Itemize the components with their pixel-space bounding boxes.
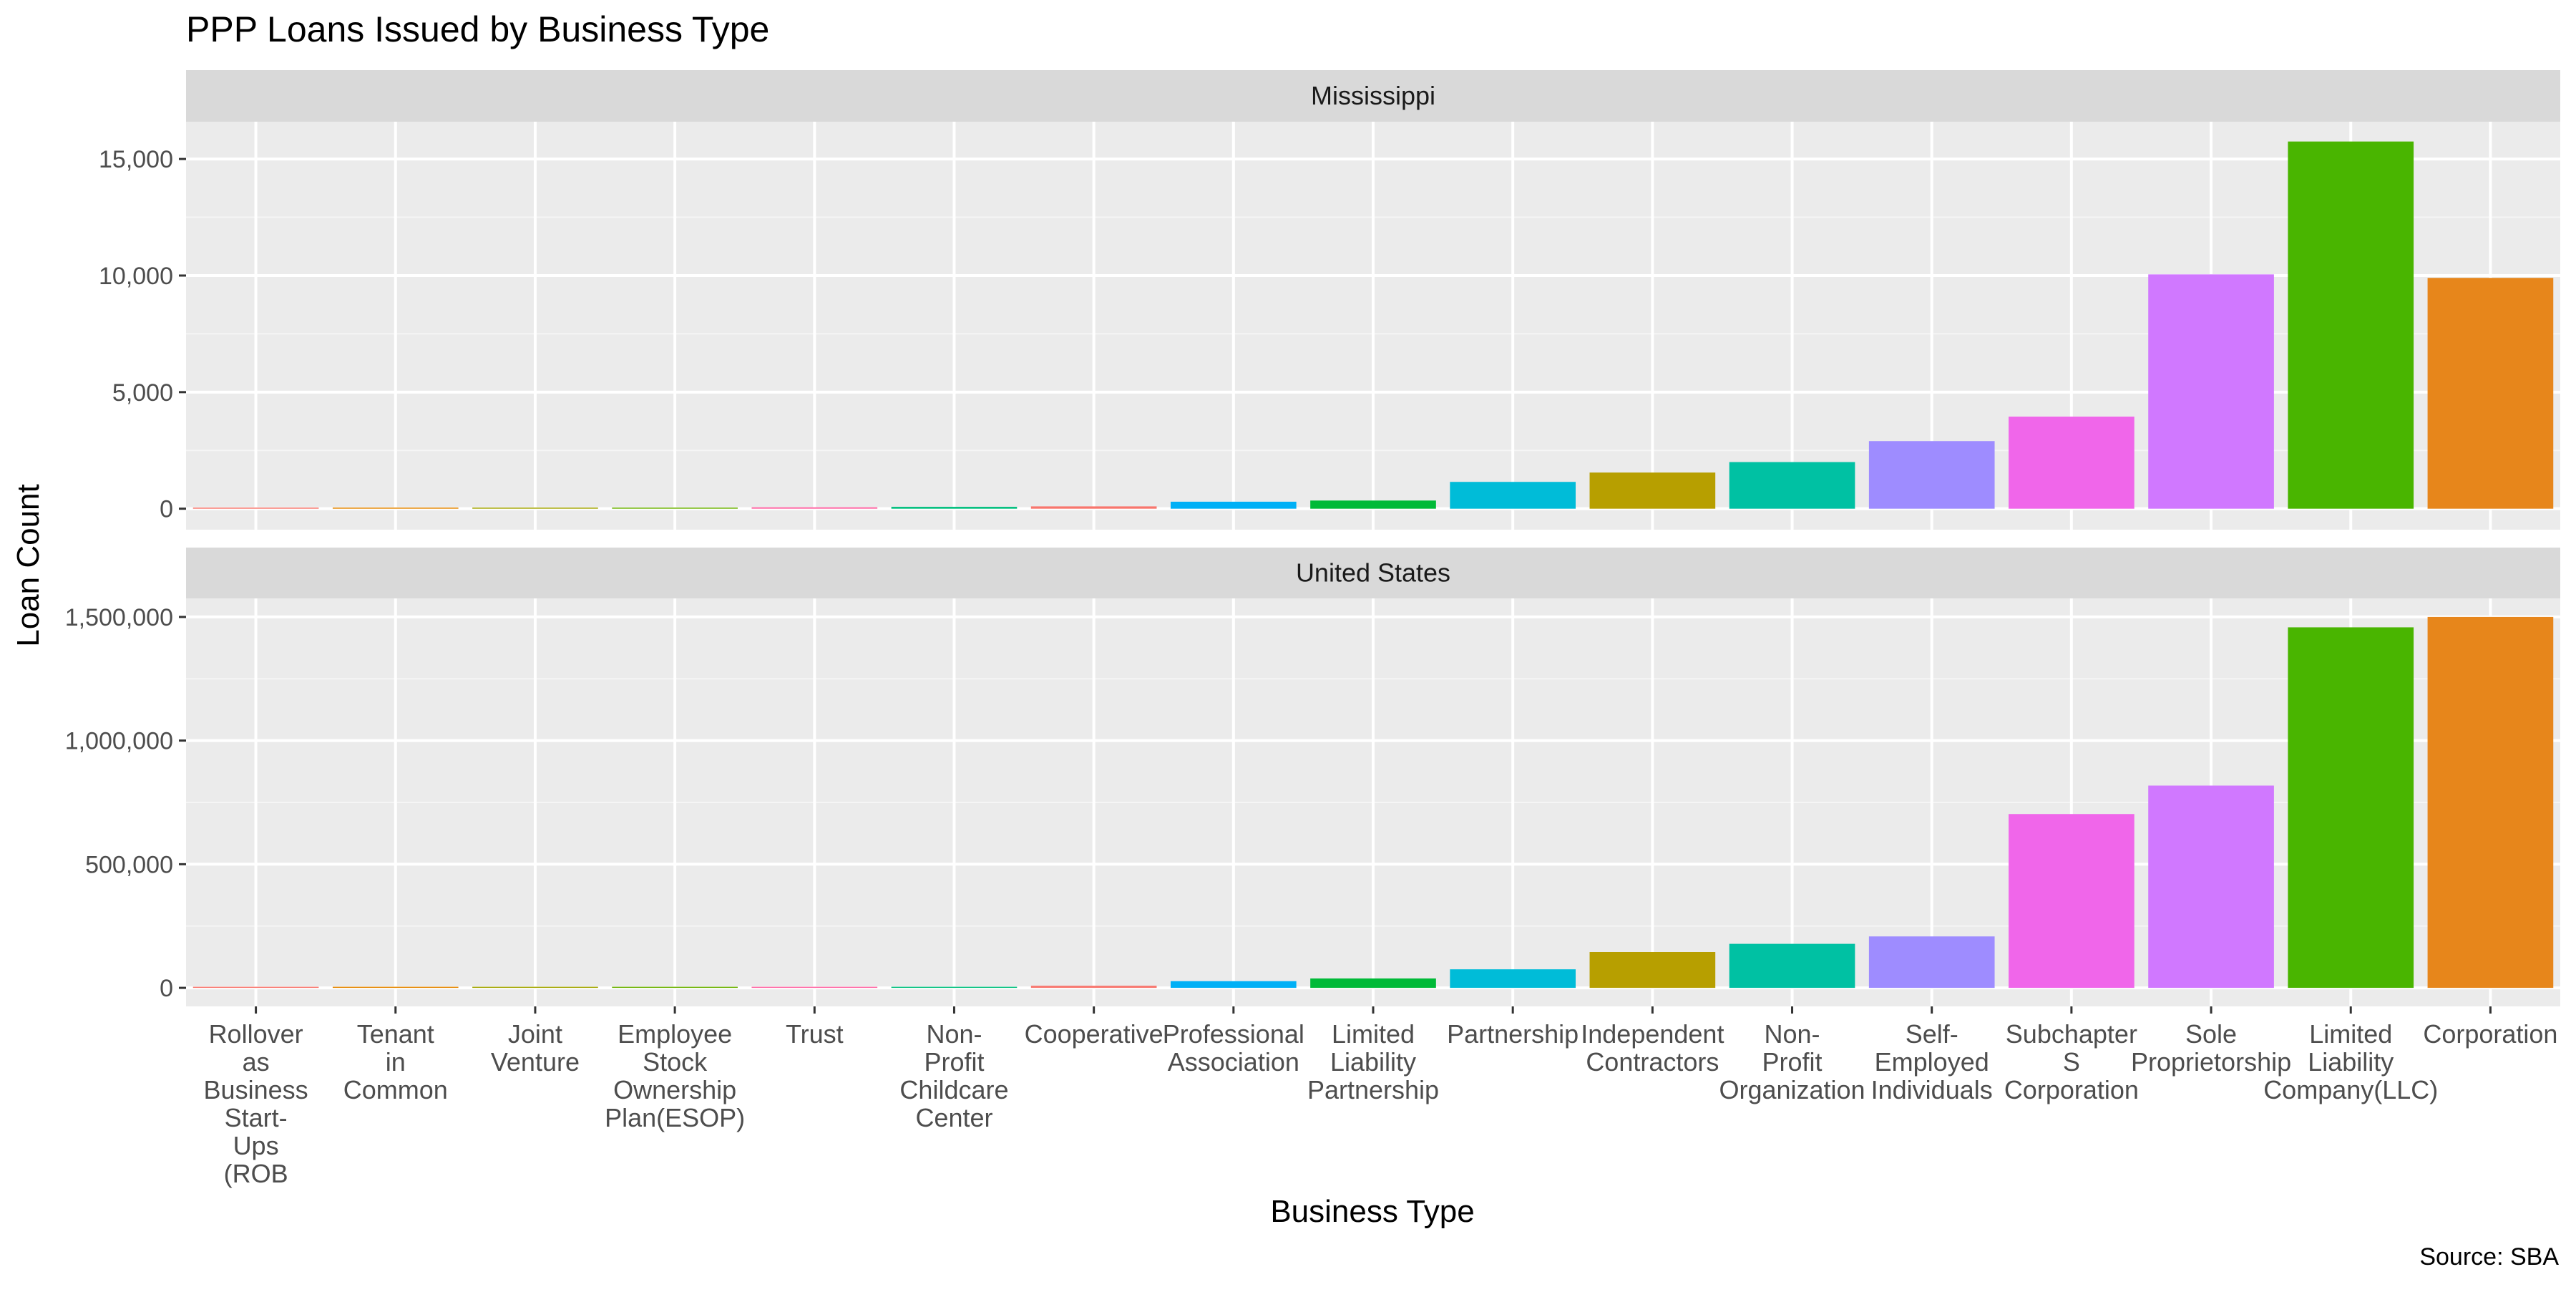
x-tick-label: Tenant in Common xyxy=(343,1019,448,1104)
bar xyxy=(1030,986,1157,989)
bar xyxy=(751,986,878,989)
bar xyxy=(1450,969,1576,989)
y-tick-label: 15,000 xyxy=(99,146,173,173)
x-tick-label: Rollover as Business Start-Ups (ROB xyxy=(204,1019,308,1188)
y-tick-label: 0 xyxy=(160,496,173,523)
bar xyxy=(472,986,598,989)
bar xyxy=(1729,943,1855,989)
bar xyxy=(1170,501,1297,509)
facet-strip-label: Mississippi xyxy=(1311,81,1435,110)
facet-strip-label: United States xyxy=(1296,558,1450,588)
facet-strip xyxy=(186,548,2560,598)
bar xyxy=(1310,500,1436,509)
y-tick-label: 0 xyxy=(160,975,173,1002)
panel-1: United States 0 500,000 1,000,000 1,500,000 xyxy=(65,548,2560,1006)
bar xyxy=(1310,978,1436,989)
bar xyxy=(1589,952,1716,989)
x-tick-label: Sole Proprietorship xyxy=(2131,1019,2291,1077)
x-tick-label: Non-Profit Organization xyxy=(1719,1019,1865,1104)
bar xyxy=(2427,616,2554,989)
bar xyxy=(2288,627,2414,989)
y-tick-label: 1,500,000 xyxy=(65,604,173,631)
panel-0: Mississippi 0 5,000 10,000 15,000 xyxy=(99,70,2560,530)
x-tick-label: Employee Stock Ownership Plan(ESOP) xyxy=(605,1019,745,1132)
bar xyxy=(1868,936,1995,989)
bar xyxy=(612,986,738,989)
x-tick-label: Trust xyxy=(786,1019,844,1049)
bar xyxy=(751,507,878,509)
bar xyxy=(2427,278,2554,509)
bar xyxy=(1030,506,1157,509)
bar xyxy=(2009,814,2135,989)
bar xyxy=(192,507,319,509)
bar xyxy=(1868,441,1995,509)
bar xyxy=(2009,417,2135,509)
panels: Mississippi 0 5,000 10,000 15,000 United Stat… xyxy=(65,70,2560,1006)
source-caption: Source: SBA xyxy=(2419,1243,2559,1271)
x-tick-label: Limited Liability Company(LLC) xyxy=(2263,1019,2438,1104)
y-axis-title: Loan Count xyxy=(11,484,46,647)
bar xyxy=(1729,462,1855,509)
x-tick-label: Joint Venture xyxy=(491,1019,580,1077)
x-axis-title: Business Type xyxy=(1270,1194,1474,1229)
x-tick-label: Non-Profit Childcare Center xyxy=(899,1019,1008,1132)
y-tick-label: 500,000 xyxy=(85,851,173,878)
x-tick-label: Self-Employed Individuals xyxy=(1871,1019,1993,1104)
x-tick-label: Corporation xyxy=(2423,1019,2557,1049)
x-tick-label: Partnership xyxy=(1447,1019,1579,1049)
bar xyxy=(1450,482,1576,509)
bar xyxy=(1589,472,1716,509)
bar xyxy=(891,507,1018,509)
x-tick-labels: Rollover as Business Start-Ups (ROB Tenant in C… xyxy=(204,1006,2557,1188)
bar xyxy=(612,507,738,509)
bar xyxy=(2148,785,2274,989)
y-tick-label: 10,000 xyxy=(99,263,173,290)
bar xyxy=(332,986,459,989)
facet-strip xyxy=(186,70,2560,122)
bar xyxy=(332,507,459,509)
x-tick-label: Independent Contractors xyxy=(1581,1019,1724,1077)
bar xyxy=(2148,274,2274,509)
chart-title: PPP Loans Issued by Business Type xyxy=(186,9,769,49)
bar xyxy=(472,507,598,509)
bar xyxy=(891,986,1018,989)
bar xyxy=(1170,981,1297,989)
x-tick-label: Subchapter S Corporation xyxy=(2004,1019,2139,1104)
bar xyxy=(2288,141,2414,509)
y-tick-label: 1,000,000 xyxy=(65,728,173,755)
bar xyxy=(192,986,319,989)
x-tick-label: Professional Association xyxy=(1163,1019,1304,1077)
x-tick-label: Limited Liability Partnership xyxy=(1307,1019,1439,1104)
y-tick-label: 5,000 xyxy=(112,379,173,407)
x-tick-label: Cooperative xyxy=(1025,1019,1163,1049)
